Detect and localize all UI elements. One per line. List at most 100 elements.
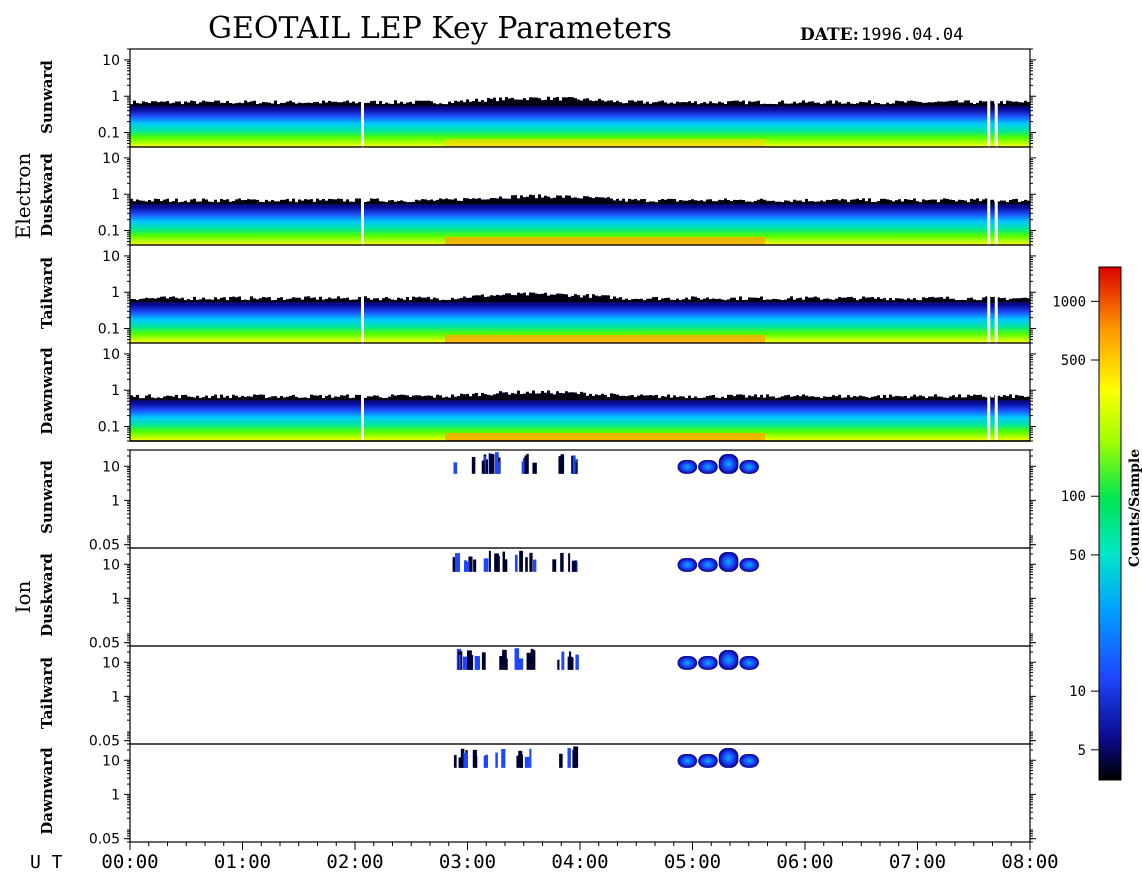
ion-activity-streak (467, 650, 472, 670)
ion-activity-streak (468, 556, 473, 572)
ion-activity-streak (453, 755, 457, 768)
ion-activity-streak (483, 558, 489, 572)
ion-activity-streak (474, 655, 479, 670)
electron-y-tick-label: 1 (111, 187, 120, 203)
electron-data-gap (361, 245, 364, 343)
electron-y-tick-label: 0.1 (98, 420, 120, 436)
electron-y-tick-label: 10 (102, 151, 120, 167)
ion-activity-streak (495, 752, 498, 768)
ion-activity-streak (519, 550, 523, 572)
ion-panel: 10 1 0.05 (89, 645, 1036, 750)
electron-band-edge (130, 194, 1030, 205)
ion-activity-streak (561, 651, 565, 670)
ion-panel-frame (129, 449, 1031, 549)
ion-activity-blob (718, 650, 739, 670)
electron-y-tick-label: 0.1 (98, 224, 120, 240)
ion-activity-streak (516, 755, 520, 768)
ion-activity-streak (492, 454, 495, 474)
ion-activity-streak (552, 559, 557, 572)
ion-activity-streak (458, 654, 461, 670)
ion-activity-streak (518, 658, 524, 670)
ion-activity-streak (529, 748, 532, 768)
electron-hot-strip (445, 139, 765, 147)
ion-activity-streak (568, 651, 572, 670)
panel-label-electron-sunward: Sunward (38, 60, 56, 134)
electron-panel: 10 1 0.1 (98, 146, 1036, 246)
electron-data-gap (361, 49, 364, 147)
electron-panel: 10 1 0.1 (98, 48, 1036, 148)
electron-data-gap (994, 147, 998, 245)
ion-activity-blob (718, 552, 739, 572)
ion-y-tick-label: 10 (102, 753, 120, 769)
ion-activity-streak (499, 655, 503, 670)
colorbar-tick-label: 50 (1069, 548, 1086, 564)
ion-y-tick-label: 0.05 (89, 832, 120, 848)
ion-activity-streak (502, 551, 506, 572)
electron-data-gap (987, 343, 991, 441)
x-axis-labels: 00:00 01:00 02:00 03:00 04:00 05:00 06:00 07:00… (101, 842, 1059, 873)
ion-y-tick-label: 10 (102, 459, 120, 475)
ion-activity-blob (739, 558, 759, 572)
x-tick-label: 05:00 (664, 851, 721, 873)
ion-activity-streak (453, 462, 458, 474)
ion-panel-frame (129, 547, 1031, 647)
date-value: 1996.04.04 (861, 25, 963, 45)
ion-activity-streak (464, 561, 470, 572)
ion-activity-blob (718, 454, 739, 474)
colorbar-tick-label: 10 (1069, 684, 1086, 700)
ion-activity-streak (461, 755, 464, 768)
ion-activity-streak (481, 652, 486, 670)
electron-y-tick-label: 1 (111, 383, 120, 399)
ion-activity-blob (677, 460, 698, 474)
ion-panel: 10 1 0.05 (89, 743, 1036, 848)
electron-data-gap (361, 147, 364, 245)
colorbar-ticks: 1000 500 100 50 10 5 (1052, 294, 1099, 759)
electron-y-tick-label: 1 (111, 285, 120, 301)
ion-activity-streak (521, 461, 526, 474)
ion-activity-blob (677, 754, 698, 768)
ion-activity-streak (501, 748, 506, 768)
x-tick-label: 04:00 (551, 851, 608, 873)
panel-label-ion-tailward: Tailward (38, 657, 56, 729)
ion-activity-streak (525, 557, 528, 572)
electron-panel: 10 1 0.1 (98, 342, 1036, 442)
electron-band-edge (130, 390, 1030, 401)
ion-activity-streak (452, 557, 456, 572)
ut-label: U T (30, 852, 63, 873)
ion-activity-streak (495, 461, 500, 474)
ion-panel-frame (129, 645, 1031, 745)
panel-label-electron-duskward: Duskward (38, 153, 56, 237)
ion-activity-streak (572, 755, 576, 768)
ion-activity-streak (473, 559, 477, 572)
colorbar-tick-label: 500 (1061, 353, 1086, 369)
ion-activity-streak (533, 559, 537, 572)
ion-y-tick-label: 10 (102, 557, 120, 573)
electron-band-edge (130, 96, 1030, 107)
electron-y-tick-label: 10 (102, 347, 120, 363)
panels: 1010.11010.11010.11010.11010.051010.0510… (89, 48, 1036, 848)
electron-data-gap (987, 49, 991, 147)
ion-y-tick-label: 1 (111, 787, 120, 803)
ion-y-tick-label: 0.05 (89, 538, 120, 554)
ion-activity-blob (677, 656, 698, 670)
ion-activity-streak (481, 460, 485, 474)
electron-band-edge (130, 292, 1030, 303)
ion-activity-streak (483, 456, 486, 474)
ion-activity-streak (526, 453, 529, 474)
electron-data-gap (994, 343, 998, 441)
electron-hot-strip (445, 237, 765, 245)
electron-y-tick-label: 10 (102, 53, 120, 69)
ion-activity-streak (471, 457, 476, 474)
ion-y-tick-label: 0.05 (89, 734, 120, 750)
ion-activity-streak (575, 654, 579, 670)
ion-activity-streak (568, 553, 571, 572)
x-tick-label: 03:00 (439, 851, 496, 873)
ion-activity-blob (677, 558, 698, 572)
ion-panel-frame (129, 743, 1031, 843)
ion-activity-streak (489, 453, 494, 474)
colorbar-tick-label: 1000 (1052, 294, 1086, 310)
ion-y-tick-label: 10 (102, 655, 120, 671)
ion-activity-streak (532, 650, 536, 670)
ion-y-tick-label: 1 (111, 689, 120, 705)
